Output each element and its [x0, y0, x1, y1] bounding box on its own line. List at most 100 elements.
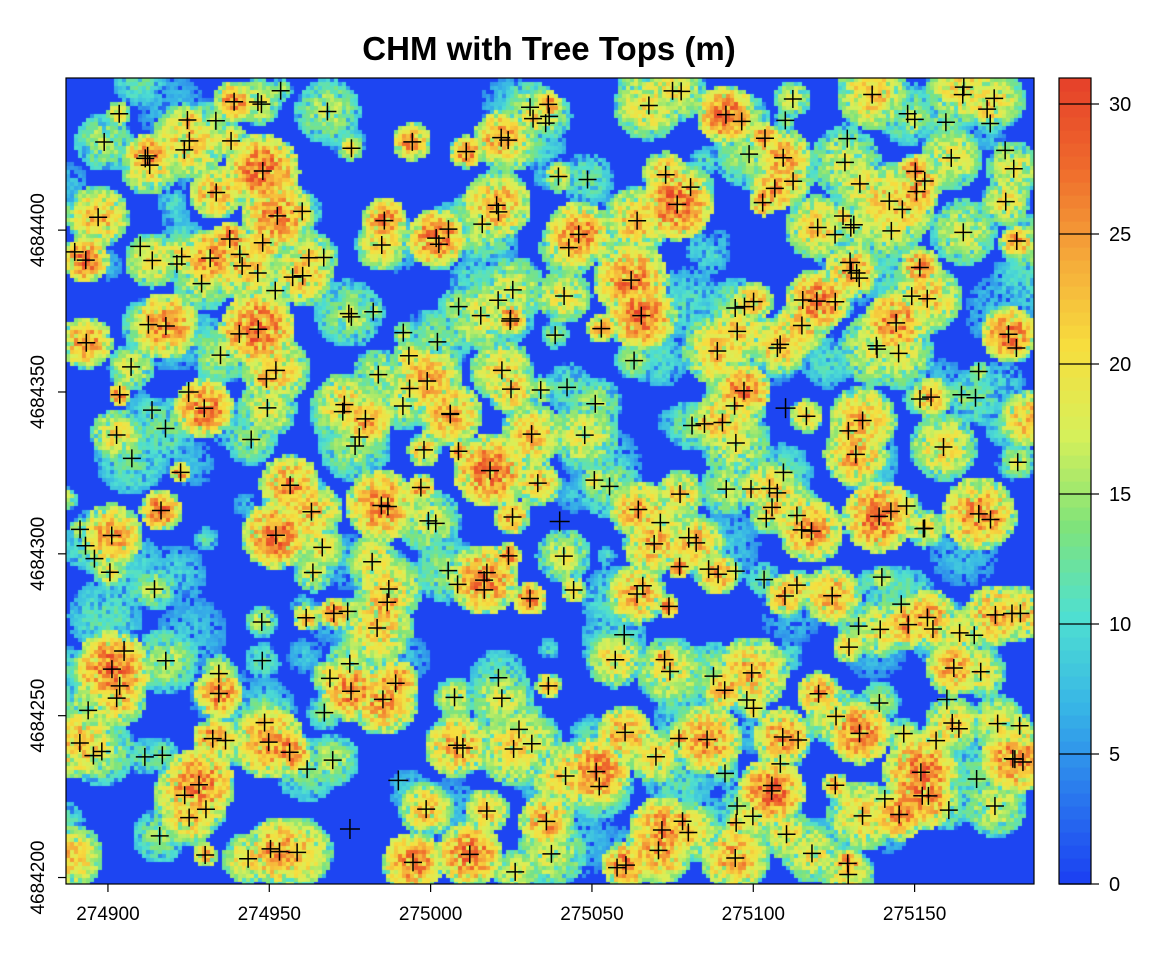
tree-top-marker	[233, 256, 252, 275]
colorbar-swatch	[1059, 754, 1091, 768]
colorbar-swatch	[1059, 416, 1091, 430]
tree-top-marker	[890, 805, 909, 824]
tree-top-marker	[683, 416, 702, 435]
tree-top-marker	[249, 320, 268, 339]
y-tick-label: 4684250	[28, 679, 49, 753]
colorbar-swatch	[1059, 260, 1091, 274]
tree-top-marker	[628, 585, 647, 604]
tree-top-marker	[774, 463, 793, 482]
tree-top-marker	[922, 388, 941, 407]
tree-top-marker	[614, 624, 635, 645]
x-tick-label: 274950	[238, 904, 301, 925]
colorbar-swatch	[1059, 546, 1091, 560]
tree-top-marker	[136, 149, 155, 168]
tree-top-marker	[393, 397, 412, 416]
y-axis: 4684200 4684250 4684300 4684350 4684400	[28, 193, 66, 915]
tree-top-marker	[880, 192, 899, 211]
tree-top-marker	[765, 179, 784, 198]
tree-top-marker	[439, 220, 458, 239]
tree-top-marker	[419, 511, 438, 530]
tree-top-marker	[841, 218, 860, 237]
tree-top-marker	[969, 362, 988, 381]
tree-top-marker	[587, 762, 606, 781]
tree-top-marker	[368, 618, 387, 637]
colorbar-tick-label: 15	[1109, 484, 1131, 506]
colorbar-swatch	[1059, 429, 1091, 443]
tree-top-marker	[628, 211, 647, 230]
tree-top-marker	[777, 825, 796, 844]
colorbar-swatch	[1059, 273, 1091, 287]
colorbar-swatch	[1059, 689, 1091, 703]
colorbar-swatch	[1059, 715, 1091, 729]
tree-top-marker	[771, 754, 790, 773]
tree-top-marker	[303, 563, 322, 582]
tree-top-marker	[1010, 716, 1029, 735]
tree-top-marker	[473, 215, 492, 234]
tree-top-marker	[985, 797, 1004, 816]
tree-top-marker	[784, 172, 803, 191]
tree-top-marker	[672, 82, 691, 101]
tree-top-marker	[369, 365, 388, 384]
colorbar-swatch	[1059, 767, 1091, 781]
tree-top-marker	[248, 264, 267, 283]
tree-top-marker	[452, 738, 473, 759]
tree-top-marker	[632, 306, 651, 325]
tree-top-marker	[629, 500, 648, 519]
tree-top-marker	[487, 196, 506, 215]
tree-top-marker	[809, 684, 828, 703]
colorbar-swatch	[1059, 247, 1091, 261]
tree-top-marker	[1004, 159, 1023, 178]
tree-top-marker	[978, 100, 997, 119]
colorbar-swatch	[1059, 533, 1091, 547]
colorbar-swatch	[1059, 598, 1091, 612]
tree-top-marker	[918, 608, 937, 627]
colorbar-swatch	[1059, 832, 1091, 846]
y-tick-label: 4684350	[28, 355, 49, 429]
tree-top-marker	[755, 129, 774, 148]
tree-top-marker	[727, 813, 746, 832]
tree-top-marker	[258, 398, 277, 417]
tree-top-marker	[936, 113, 955, 132]
tree-top-marker	[646, 747, 665, 766]
tree-top-marker	[954, 78, 973, 97]
tree-top-marker	[449, 297, 468, 316]
tree-top-marker	[439, 561, 458, 580]
colorbar-swatch	[1059, 871, 1091, 885]
tree-top-marker	[1013, 753, 1032, 772]
colorbar-swatch	[1059, 741, 1091, 755]
colorbar-swatch	[1059, 650, 1091, 664]
tree-top-marker	[481, 461, 500, 480]
tree-top-marker	[70, 734, 89, 753]
tree-top-marker	[411, 478, 430, 497]
tree-top-marker	[414, 440, 433, 459]
tree-top-marker	[792, 520, 811, 539]
tree-top-marker	[660, 662, 679, 681]
heatmap-raster	[66, 78, 1034, 884]
tree-top-marker	[266, 281, 285, 300]
colorbar-swatch	[1059, 780, 1091, 794]
tree-top-marker	[870, 693, 889, 712]
tree-top-marker	[130, 236, 151, 257]
tree-top-marker	[79, 701, 98, 720]
tree-top-marker	[281, 476, 300, 495]
tree-top-marker	[207, 183, 226, 202]
tree-top-marker	[261, 839, 280, 858]
colorbar-tick-label: 30	[1109, 94, 1131, 116]
tree-top-marker	[671, 485, 690, 504]
tree-top-marker	[713, 413, 732, 432]
colorbar-swatch	[1059, 819, 1091, 833]
tree-top-marker	[335, 395, 354, 414]
tree-top-marker	[471, 306, 490, 325]
tree-top-marker	[625, 351, 644, 370]
tree-top-marker	[704, 667, 723, 686]
tree-top-marker	[787, 506, 806, 525]
tree-top-marker	[687, 533, 706, 552]
tree-top-marker	[839, 865, 858, 884]
tree-top-marker	[216, 731, 235, 750]
tree-top-marker	[965, 626, 984, 645]
tree-top-marker	[868, 340, 887, 359]
tree-top-marker	[211, 346, 230, 365]
tree-top-marker	[196, 845, 215, 864]
tree-top-marker	[762, 781, 781, 800]
